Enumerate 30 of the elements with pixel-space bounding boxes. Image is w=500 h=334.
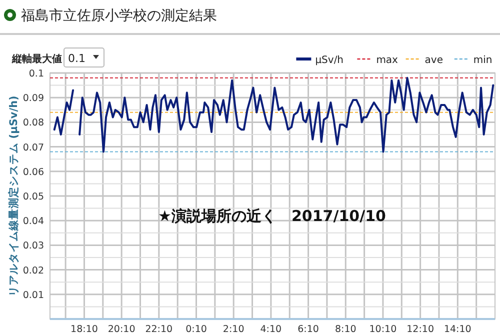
text: 0.1 xyxy=(68,52,86,65)
y-tick-label: 0.08 xyxy=(22,118,44,129)
y-tick-label: 0.03 xyxy=(22,240,44,252)
x-tick-label: 2:10 xyxy=(222,324,244,334)
y-tick-label: 0.09 xyxy=(22,93,44,104)
x-tick-label: 18:10 xyxy=(70,324,98,334)
legend-label: min xyxy=(473,55,492,66)
x-tick-label: 10:10 xyxy=(369,324,397,334)
y-tick-label: 0.05 xyxy=(22,192,44,202)
y-tick-label: 0.01 xyxy=(22,290,44,301)
legend-label: ave xyxy=(424,55,444,66)
x-tick-label: 0:10 xyxy=(186,324,207,334)
y-axis-title: リアルタイム線量測定システム (μSv/h) xyxy=(7,96,20,296)
x-tick-label: 6:10 xyxy=(298,324,319,334)
y-tick-label: 0.07 xyxy=(22,142,44,154)
y-tick-label: 0.06 xyxy=(22,166,44,178)
x-tick-label: 4:10 xyxy=(260,324,282,334)
chart-title: 福島市立佐原小学校の測定結果 xyxy=(21,8,217,24)
x-tick-label: 14:10 xyxy=(444,324,472,334)
y-tick-label: 0.02 xyxy=(22,265,44,276)
x-tick-label: 22:10 xyxy=(145,324,173,334)
legend-label: max xyxy=(376,55,398,66)
y-tick-label: 0.1 xyxy=(28,68,44,80)
legend-label: μSv/h xyxy=(315,55,344,66)
y-tick-label: 0.04 xyxy=(22,216,44,228)
x-tick-label: 12:10 xyxy=(406,324,434,334)
x-tick-label: 8:10 xyxy=(334,324,356,334)
x-tick-label: 20:10 xyxy=(108,324,136,334)
annotation: ★演説場所の近く 2017/10/10 xyxy=(158,207,386,225)
text: 縦軸最大値 xyxy=(11,53,62,65)
